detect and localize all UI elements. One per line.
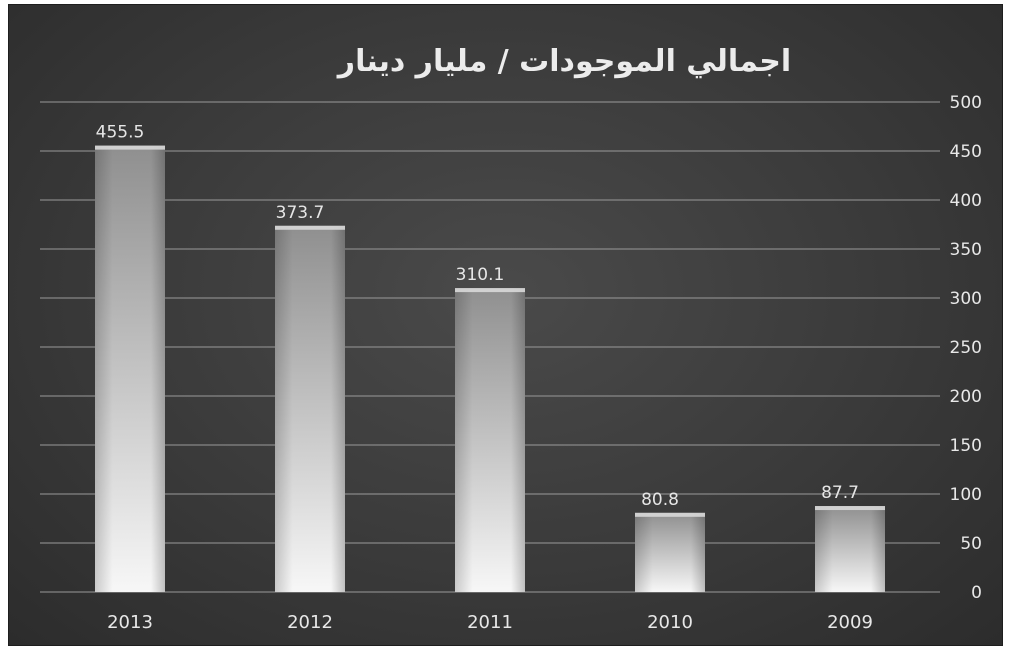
bar-shade [455,288,525,592]
y-axis: 0 50 100 150 200 250 300 350 400 450 500 [950,93,982,603]
x-axis: 2013 2012 2011 2010 2009 [107,612,873,633]
bar-cap [455,288,525,293]
bar-cap [95,145,165,150]
y-tick-label: 450 [950,142,982,162]
y-tick-label: 250 [950,338,982,358]
bar-2011 [455,288,525,592]
bar-cap [635,512,705,517]
bars [95,145,885,593]
data-labels: 455.5 373.7 310.1 80.8 87.7 [96,123,859,510]
x-tick-label: 2011 [467,612,513,633]
y-tick-label: 0 [971,583,982,603]
chart-title: اجمالي الموجودات / مليار دينار [337,44,792,79]
x-tick-label: 2012 [287,612,333,633]
y-tick-label: 50 [960,534,982,554]
y-tick-label: 100 [950,485,982,505]
x-tick-label: 2009 [827,612,873,633]
y-tick-label: 200 [950,387,982,407]
y-tick-label: 350 [950,240,982,260]
bar-shade [275,225,345,593]
bar-shade [815,506,885,592]
data-label: 455.5 [96,123,145,143]
bar-2013 [95,145,165,593]
bar-shade [635,512,705,592]
bar-cap [275,225,345,230]
y-tick-label: 150 [950,436,982,456]
y-tick-label: 500 [950,93,982,113]
x-tick-label: 2013 [107,612,153,633]
bar-2010 [635,512,705,592]
data-label: 373.7 [276,203,325,223]
x-tick-label: 2010 [647,612,693,633]
data-label: 310.1 [456,265,505,285]
bar-cap [815,506,885,511]
data-label: 80.8 [641,490,679,510]
y-tick-label: 400 [950,191,982,211]
bar-2012 [275,225,345,593]
bar-shade [95,145,165,593]
bar-2009 [815,506,885,592]
y-tick-label: 300 [950,289,982,309]
data-label: 87.7 [821,483,859,503]
